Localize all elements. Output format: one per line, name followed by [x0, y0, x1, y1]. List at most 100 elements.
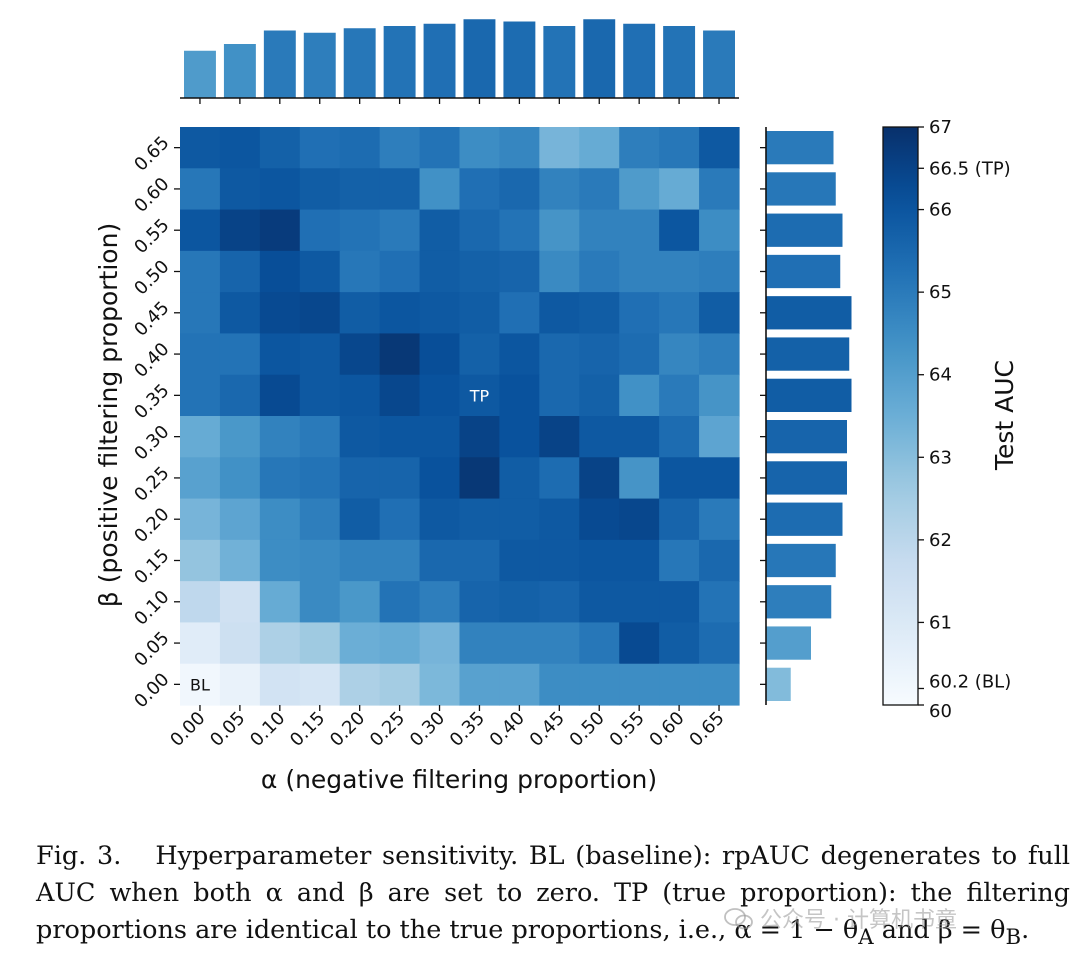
- heatmap-cell: [499, 416, 540, 458]
- heatmap-cell: [299, 127, 341, 169]
- heatmap-cell: [539, 209, 580, 252]
- right-marginal-bar: [766, 213, 843, 247]
- heatmap-cell: [659, 498, 700, 541]
- heatmap-cell: [299, 209, 341, 252]
- heatmap-cell: [180, 457, 221, 500]
- heatmap-cell: [259, 498, 301, 541]
- heatmap-cell: [339, 333, 381, 376]
- heatmap-cell: [180, 333, 221, 376]
- heatmap-cell: [419, 127, 461, 169]
- heatmap-cell: [379, 209, 421, 252]
- x-tick-label: 0.60: [645, 708, 688, 751]
- heatmap-cell: [619, 209, 660, 252]
- x-tick-label: 0.35: [446, 708, 489, 751]
- heatmap-cell: [699, 663, 740, 706]
- y-tick-label: 0.25: [130, 463, 173, 506]
- x-tick-label: 0.45: [526, 708, 569, 751]
- heatmap-cell: [299, 457, 341, 500]
- right-marginal-bar: [766, 585, 832, 619]
- colorbar-tick-label: 61: [929, 612, 952, 633]
- heatmap-cell: [180, 292, 221, 335]
- top-marginal-bar: [503, 21, 536, 98]
- y-tick-label: 0.35: [130, 380, 173, 423]
- heatmap-cell: [659, 539, 700, 582]
- heatmap-cell: [259, 539, 301, 582]
- heatmap-cell: [699, 333, 740, 376]
- heatmap-cell: [579, 374, 620, 417]
- heatmap-cell: [539, 168, 580, 211]
- caption-sub-b: B: [1005, 925, 1022, 951]
- heatmap-cell: [339, 663, 381, 706]
- caption-sub-a: A: [858, 925, 874, 951]
- heatmap-cell: [539, 292, 580, 335]
- caption-line-1: Fig. 3. Hyperparameter sensitivity. BL (b…: [36, 838, 1070, 875]
- heatmap-cell: [180, 127, 221, 169]
- heatmap-cell: [659, 374, 700, 417]
- heatmap-cell: [299, 374, 341, 417]
- heatmap-cell: [379, 539, 421, 582]
- heatmap-cell: [339, 209, 381, 252]
- heatmap-cell: [459, 498, 501, 541]
- heatmap-cell: [459, 581, 501, 624]
- colorbar-gradient: [882, 126, 919, 706]
- right-marginal-bar: [766, 502, 843, 536]
- top-marginal-bar: [383, 26, 416, 98]
- heatmap-cell: [419, 498, 461, 541]
- heatmap-cell: [459, 127, 501, 169]
- heatmap-cell: [579, 292, 620, 335]
- heatmap-cell: [259, 581, 301, 624]
- colorbar-tick-label: 60: [929, 701, 952, 722]
- heatmap-cell: [180, 374, 221, 417]
- heatmap-cell: [379, 292, 421, 335]
- heatmap-cell: [219, 539, 261, 582]
- top-marginal-bar: [703, 30, 735, 98]
- heatmap-cell: [579, 622, 620, 665]
- heatmap-cell: [699, 416, 740, 458]
- heatmap-cell: [539, 581, 580, 624]
- heatmap-cell: [379, 457, 421, 500]
- heatmap-cell: [339, 168, 381, 211]
- y-tick-label: 0.60: [130, 174, 173, 217]
- heatmap-cell: [659, 581, 700, 624]
- heatmap-cell: [699, 539, 740, 582]
- heatmap-cell: [699, 457, 740, 500]
- heatmap-cell: [619, 250, 660, 293]
- heatmap-cell: [499, 663, 540, 706]
- colorbar-tick-label: 64: [929, 365, 952, 386]
- heatmap-cell: [180, 209, 221, 252]
- heatmap-annotation: TP: [469, 386, 490, 405]
- heatmap-cell: [499, 127, 540, 169]
- heatmap-cell: [180, 539, 221, 582]
- heatmap-cell: [339, 498, 381, 541]
- top-marginal-bar: [184, 50, 216, 98]
- heatmap-cell: [459, 209, 501, 252]
- heatmap-cell: [459, 374, 501, 417]
- heatmap-cell: [579, 168, 620, 211]
- heatmap-cell: [619, 374, 660, 417]
- heatmap-cell: [659, 250, 700, 293]
- heatmap-cell: [499, 250, 540, 293]
- heatmap-cell: [180, 250, 221, 293]
- heatmap-cell: [299, 292, 341, 335]
- heatmap-cell: [499, 333, 540, 376]
- heatmap-cell: [259, 168, 301, 211]
- heatmap-cell: [419, 663, 461, 706]
- heatmap-cell: [699, 209, 740, 252]
- y-tick-label: 0.10: [130, 586, 173, 629]
- heatmap-cell: [579, 127, 620, 169]
- heatmap-cell: [499, 539, 540, 582]
- heatmap-cell: [219, 374, 261, 417]
- heatmap-cell: [299, 581, 341, 624]
- heatmap-cell: [539, 622, 580, 665]
- heatmap-cell: [180, 168, 221, 211]
- heatmap-cell: [659, 622, 700, 665]
- heatmap-cell: [459, 663, 501, 706]
- heatmap-cell: [579, 416, 620, 458]
- x-tick-label: 0.10: [246, 708, 289, 751]
- y-tick-label: 0.30: [130, 421, 173, 464]
- caption-text-3: proportions are identical to the true pr…: [36, 915, 859, 945]
- heatmap-cell: [539, 333, 580, 376]
- heatmap-cell: [299, 622, 341, 665]
- heatmap-cell: [419, 209, 461, 252]
